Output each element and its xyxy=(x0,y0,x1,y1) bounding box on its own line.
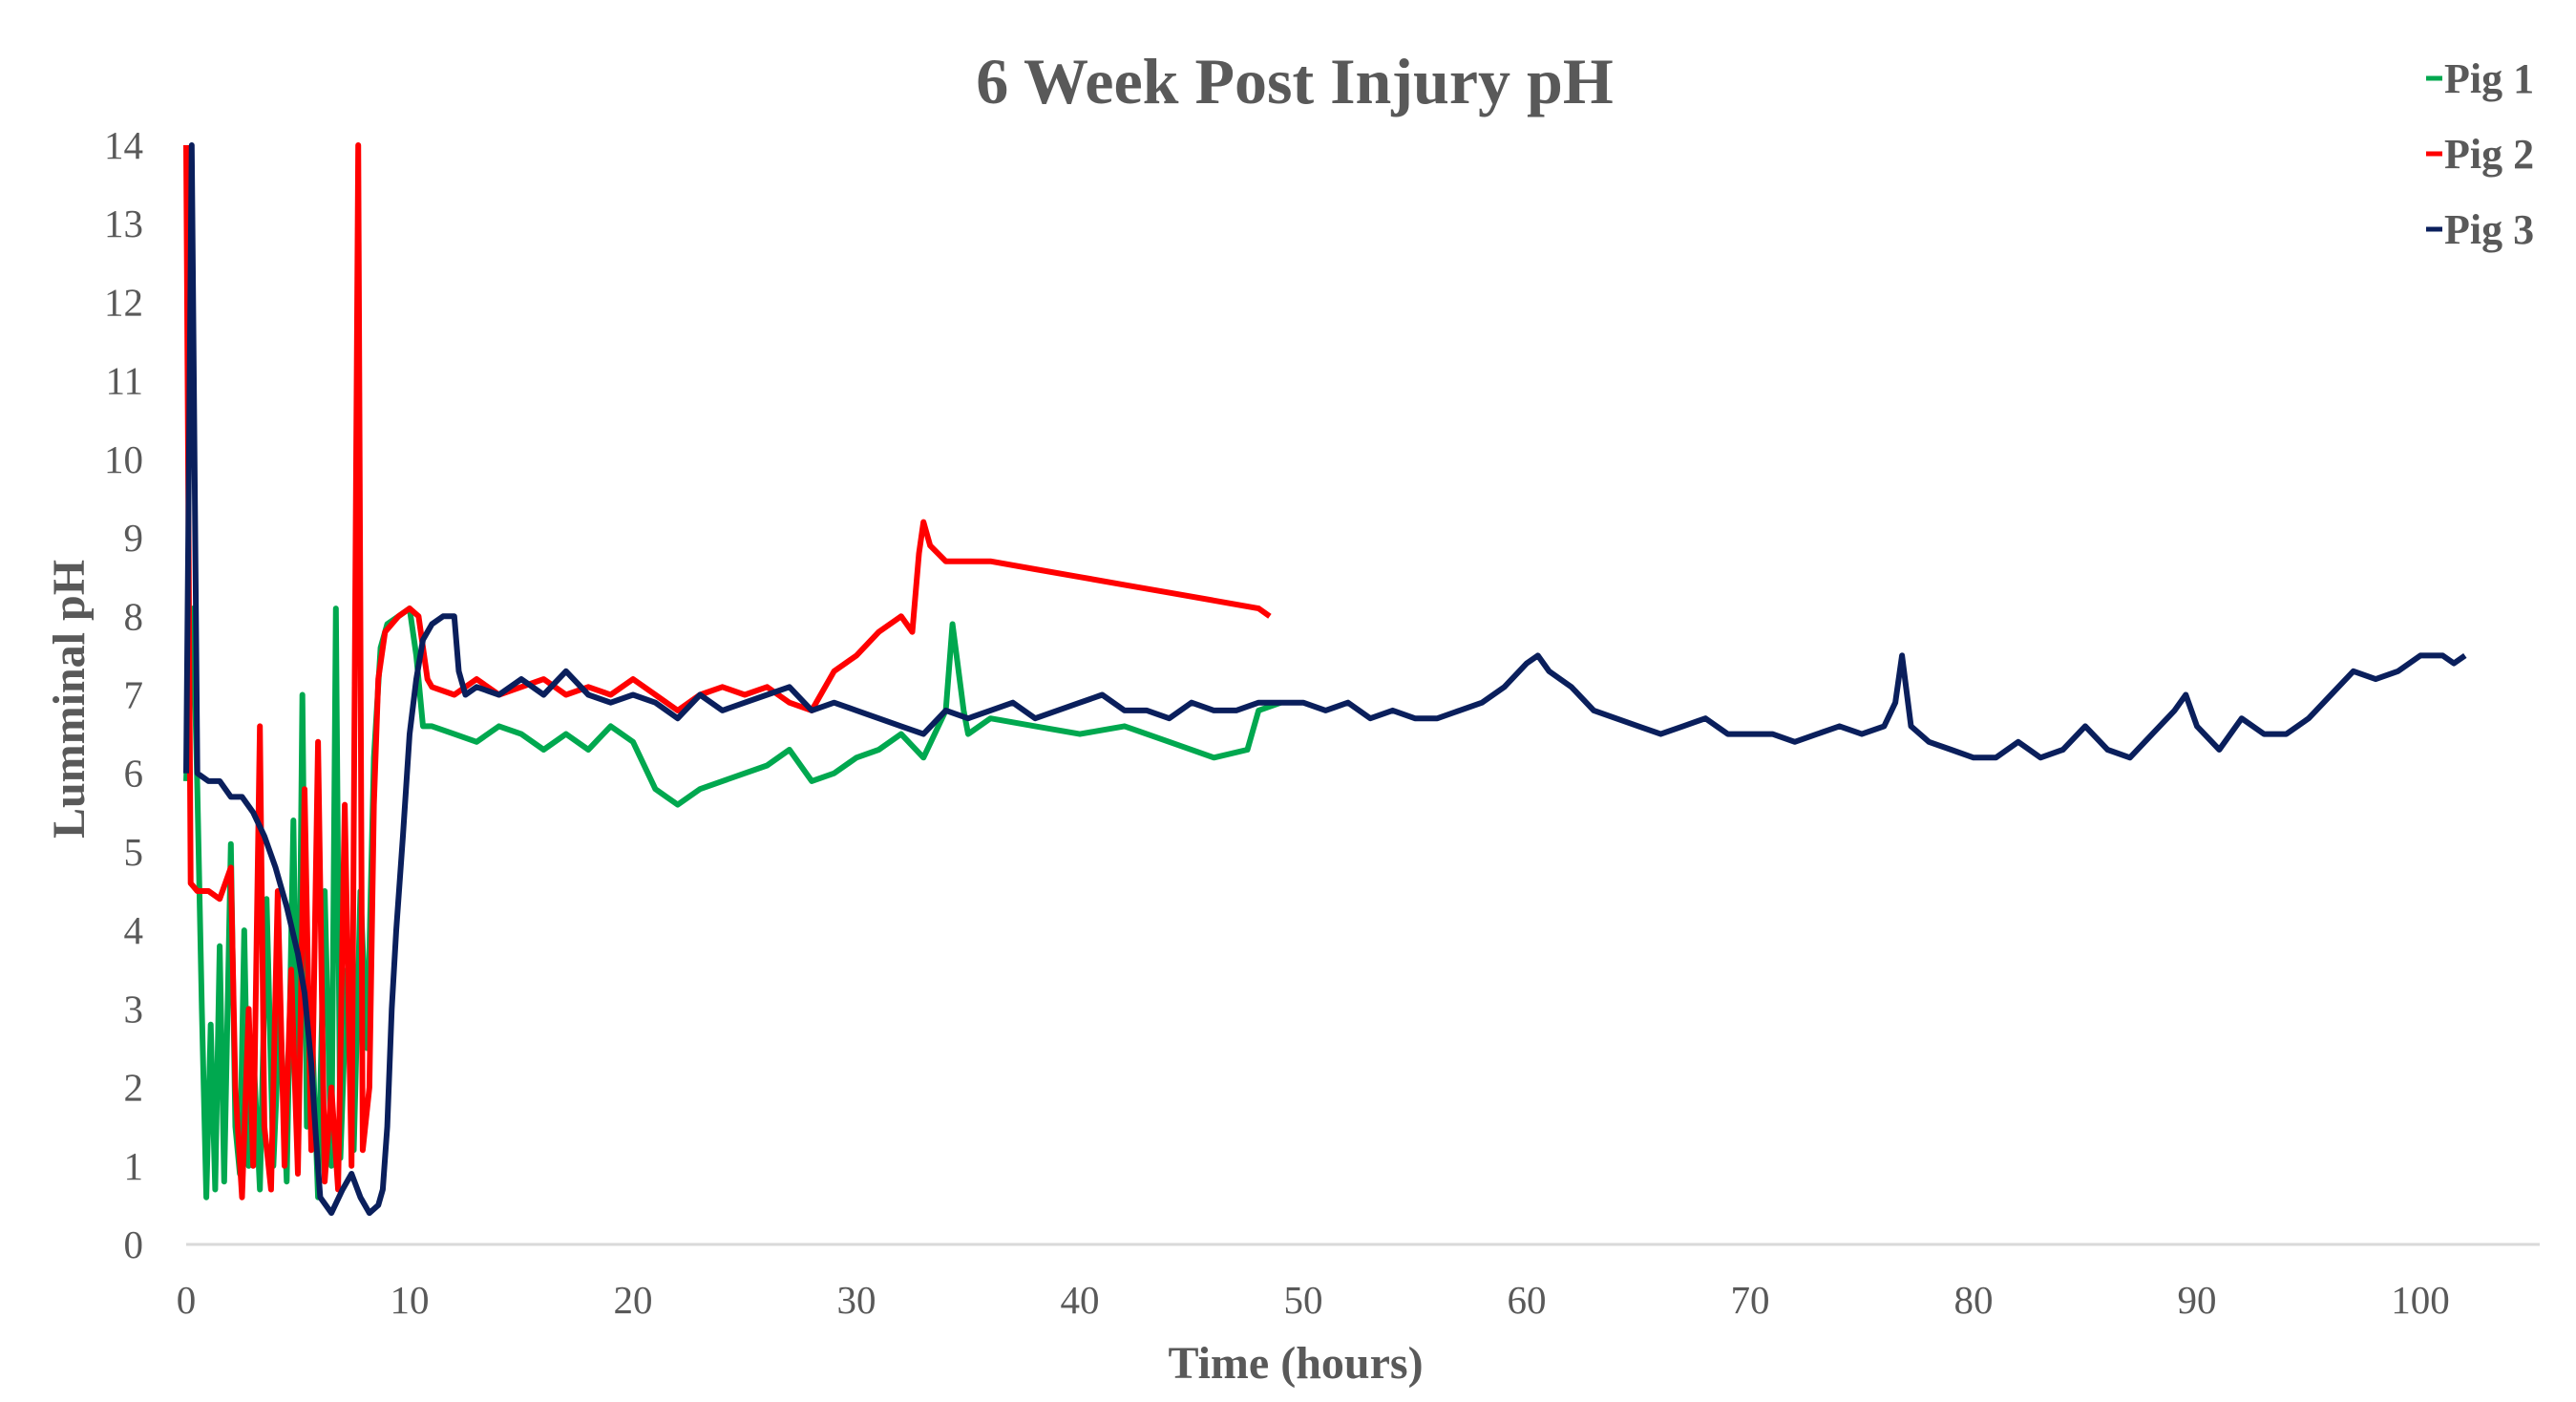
x-tick-label: 20 xyxy=(614,1278,653,1322)
y-tick-label: 1 xyxy=(124,1144,144,1188)
legend-label: Pig 2 xyxy=(2444,131,2534,178)
y-tick-label: 9 xyxy=(124,516,144,560)
y-tick-label: 2 xyxy=(124,1066,144,1110)
y-tick-label: 14 xyxy=(104,123,143,167)
series-line-pig-2 xyxy=(183,142,1272,1200)
x-tick-label: 80 xyxy=(1954,1278,1994,1322)
y-tick-label: 3 xyxy=(124,987,144,1030)
y-tick-label: 6 xyxy=(124,752,144,796)
x-tick-label: 10 xyxy=(391,1278,430,1322)
y-tick-label: 10 xyxy=(104,437,143,481)
x-tick-label: 90 xyxy=(2178,1278,2217,1322)
x-axis-title: Time (hours) xyxy=(1168,1338,1423,1389)
x-tick-label: 100 xyxy=(2391,1278,2450,1322)
legend-label: Pig 3 xyxy=(2444,206,2534,253)
x-tick-label: 0 xyxy=(177,1278,197,1322)
x-tick-label: 30 xyxy=(837,1278,876,1322)
chart-title: 6 Week Post Injury pH xyxy=(976,45,1613,117)
y-tick-label: 11 xyxy=(106,359,143,403)
y-tick-label: 8 xyxy=(124,594,144,638)
x-tick-label: 50 xyxy=(1284,1278,1323,1322)
y-tick-label: 7 xyxy=(124,673,144,717)
series-line-pig-1 xyxy=(183,605,1282,1200)
y-axis-title: Lumminal pH xyxy=(44,560,95,839)
series-line-pig-3 xyxy=(183,142,2467,1217)
x-tick-label: 70 xyxy=(1731,1278,1770,1322)
y-tick-label: 12 xyxy=(104,280,143,324)
y-tick-label: 0 xyxy=(124,1222,144,1266)
legend-label: Pig 1 xyxy=(2444,55,2534,102)
series-lines xyxy=(183,142,2467,1217)
x-tick-label: 40 xyxy=(1061,1278,1100,1322)
y-tick-label: 13 xyxy=(104,202,143,245)
y-tick-label: 4 xyxy=(124,908,144,952)
x-tick-label: 60 xyxy=(1508,1278,1547,1322)
x-tick-labels: 0 10 20 30 40 50 60 70 80 90 100 xyxy=(177,1278,2450,1322)
y-tick-label: 5 xyxy=(124,830,144,874)
legend: Pig 1 Pig 2 Pig 3 xyxy=(2426,55,2534,253)
